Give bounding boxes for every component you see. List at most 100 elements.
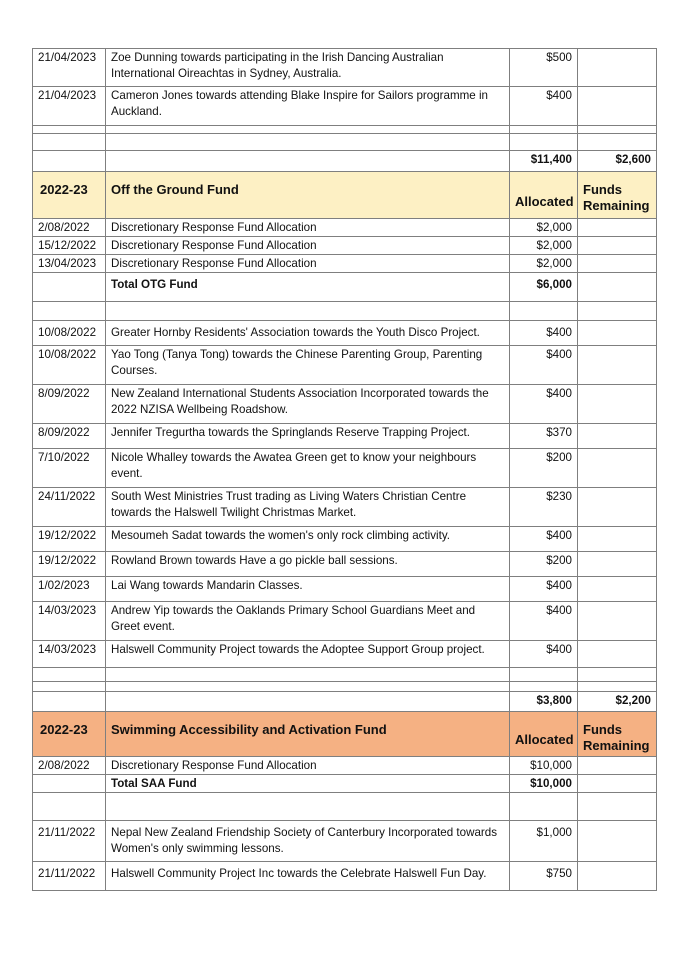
grant-row: 13/04/2023 Discretionary Response Fund Al… bbox=[32, 254, 657, 273]
description-cell: Off the Ground Fund bbox=[105, 171, 510, 219]
description-cell: Nepal New Zealand Friendship Society of … bbox=[105, 820, 510, 862]
allocated-cell: $370 bbox=[509, 423, 578, 449]
remaining-cell bbox=[577, 774, 657, 793]
description-cell: Discretionary Response Fund Allocation bbox=[105, 236, 510, 255]
remaining-cell bbox=[577, 667, 657, 682]
description-cell bbox=[105, 792, 510, 821]
remaining-cell bbox=[577, 301, 657, 321]
remaining-cell bbox=[577, 792, 657, 821]
description-cell: Yao Tong (Tanya Tong) towards the Chines… bbox=[105, 345, 510, 385]
remaining-cell bbox=[577, 640, 657, 668]
grants-table-body: 21/04/2023 Zoe Dunning towards participat… bbox=[32, 48, 657, 891]
allocated-cell: $400 bbox=[509, 526, 578, 552]
allocated-cell: $750 bbox=[509, 861, 578, 891]
date-cell: 14/03/2023 bbox=[32, 640, 106, 668]
total-row: Total OTG Fund $6,000 bbox=[32, 272, 657, 302]
total-row: $11,400 $2,600 bbox=[32, 150, 657, 172]
description-cell: Nicole Whalley towards the Awatea Green … bbox=[105, 448, 510, 488]
grant-row: 21/11/2022 Halswell Community Project Inc… bbox=[32, 861, 657, 891]
date-cell bbox=[32, 774, 106, 793]
allocated-cell: $230 bbox=[509, 487, 578, 527]
description-cell: Andrew Yip towards the Oaklands Primary … bbox=[105, 601, 510, 641]
date-cell: 2022-23 bbox=[32, 711, 106, 757]
allocated-cell bbox=[509, 667, 578, 682]
remaining-cell bbox=[577, 254, 657, 273]
remaining-cell bbox=[577, 345, 657, 385]
remaining-cell bbox=[577, 526, 657, 552]
grant-row: 14/03/2023 Andrew Yip towards the Oakland… bbox=[32, 601, 657, 641]
description-cell: Discretionary Response Fund Allocation bbox=[105, 756, 510, 775]
grant-row: 19/12/2022 Mesoumeh Sadat towards the wom… bbox=[32, 526, 657, 552]
date-cell: 21/04/2023 bbox=[32, 86, 106, 126]
empty-row bbox=[32, 125, 657, 134]
allocated-cell: $400 bbox=[509, 576, 578, 602]
date-cell: 21/11/2022 bbox=[32, 861, 106, 891]
allocated-cell: $10,000 bbox=[509, 774, 578, 793]
date-cell bbox=[32, 301, 106, 321]
fund-header-row: 2022-23 Off the Ground Fund Allocated Funds… bbox=[32, 171, 657, 219]
description-cell: New Zealand International Students Assoc… bbox=[105, 384, 510, 424]
allocated-cell: $400 bbox=[509, 320, 578, 346]
grant-row: 14/03/2023 Halswell Community Project tow… bbox=[32, 640, 657, 668]
date-cell: 19/12/2022 bbox=[32, 551, 106, 577]
allocated-cell: $2,000 bbox=[509, 218, 578, 237]
remaining-cell bbox=[577, 756, 657, 775]
allocated-cell: $10,000 bbox=[509, 756, 578, 775]
description-cell bbox=[105, 667, 510, 682]
allocated-cell: $11,400 bbox=[509, 150, 578, 172]
empty-row bbox=[32, 681, 657, 692]
date-cell: 8/09/2022 bbox=[32, 423, 106, 449]
description-cell: Cameron Jones towards attending Blake In… bbox=[105, 86, 510, 126]
date-cell: 2022-23 bbox=[32, 171, 106, 219]
allocated-cell: $2,000 bbox=[509, 236, 578, 255]
allocated-cell: $400 bbox=[509, 601, 578, 641]
description-cell bbox=[105, 150, 510, 172]
allocated-cell bbox=[509, 125, 578, 134]
grant-row: 19/12/2022 Rowland Brown towards Have a g… bbox=[32, 551, 657, 577]
description-cell: Lai Wang towards Mandarin Classes. bbox=[105, 576, 510, 602]
date-cell: 19/12/2022 bbox=[32, 526, 106, 552]
grant-row: 21/04/2023 Cameron Jones towards attendin… bbox=[32, 86, 657, 126]
allocated-cell bbox=[509, 133, 578, 151]
date-cell bbox=[32, 133, 106, 151]
description-cell: Greater Hornby Residents' Association to… bbox=[105, 320, 510, 346]
remaining-cell bbox=[577, 681, 657, 692]
description-cell: South West Ministries Trust trading as L… bbox=[105, 487, 510, 527]
date-cell bbox=[32, 272, 106, 302]
allocated-cell bbox=[509, 301, 578, 321]
description-cell: Mesoumeh Sadat towards the women's only … bbox=[105, 526, 510, 552]
date-cell bbox=[32, 150, 106, 172]
empty-row bbox=[32, 133, 657, 151]
date-cell: 24/11/2022 bbox=[32, 487, 106, 527]
date-cell bbox=[32, 792, 106, 821]
date-cell: 2/08/2022 bbox=[32, 756, 106, 775]
description-cell: Rowland Brown towards Have a go pickle b… bbox=[105, 551, 510, 577]
date-cell bbox=[32, 125, 106, 134]
date-cell bbox=[32, 681, 106, 692]
date-cell bbox=[32, 667, 106, 682]
allocated-cell: Allocated bbox=[509, 711, 578, 757]
description-cell: Halswell Community Project Inc towards t… bbox=[105, 861, 510, 891]
date-cell: 10/08/2022 bbox=[32, 345, 106, 385]
description-cell: Discretionary Response Fund Allocation bbox=[105, 254, 510, 273]
allocated-cell: $3,800 bbox=[509, 691, 578, 712]
date-cell: 2/08/2022 bbox=[32, 218, 106, 237]
remaining-cell bbox=[577, 236, 657, 255]
total-row: Total SAA Fund $10,000 bbox=[32, 774, 657, 793]
description-cell bbox=[105, 681, 510, 692]
grant-row: 1/02/2023 Lai Wang towards Mandarin Class… bbox=[32, 576, 657, 602]
date-cell: 15/12/2022 bbox=[32, 236, 106, 255]
fund-header-row: 2022-23 Swimming Accessibility and Activa… bbox=[32, 711, 657, 757]
remaining-cell: $2,200 bbox=[577, 691, 657, 712]
description-cell bbox=[105, 301, 510, 321]
empty-row bbox=[32, 667, 657, 682]
remaining-cell bbox=[577, 320, 657, 346]
grant-row: 15/12/2022 Discretionary Response Fund Al… bbox=[32, 236, 657, 255]
remaining-cell bbox=[577, 218, 657, 237]
remaining-cell bbox=[577, 48, 657, 87]
description-cell: Halswell Community Project towards the A… bbox=[105, 640, 510, 668]
grant-row: 24/11/2022 South West Ministries Trust tr… bbox=[32, 487, 657, 527]
date-cell: 8/09/2022 bbox=[32, 384, 106, 424]
allocated-cell: $1,000 bbox=[509, 820, 578, 862]
grant-row: 21/11/2022 Nepal New Zealand Friendship S… bbox=[32, 820, 657, 862]
